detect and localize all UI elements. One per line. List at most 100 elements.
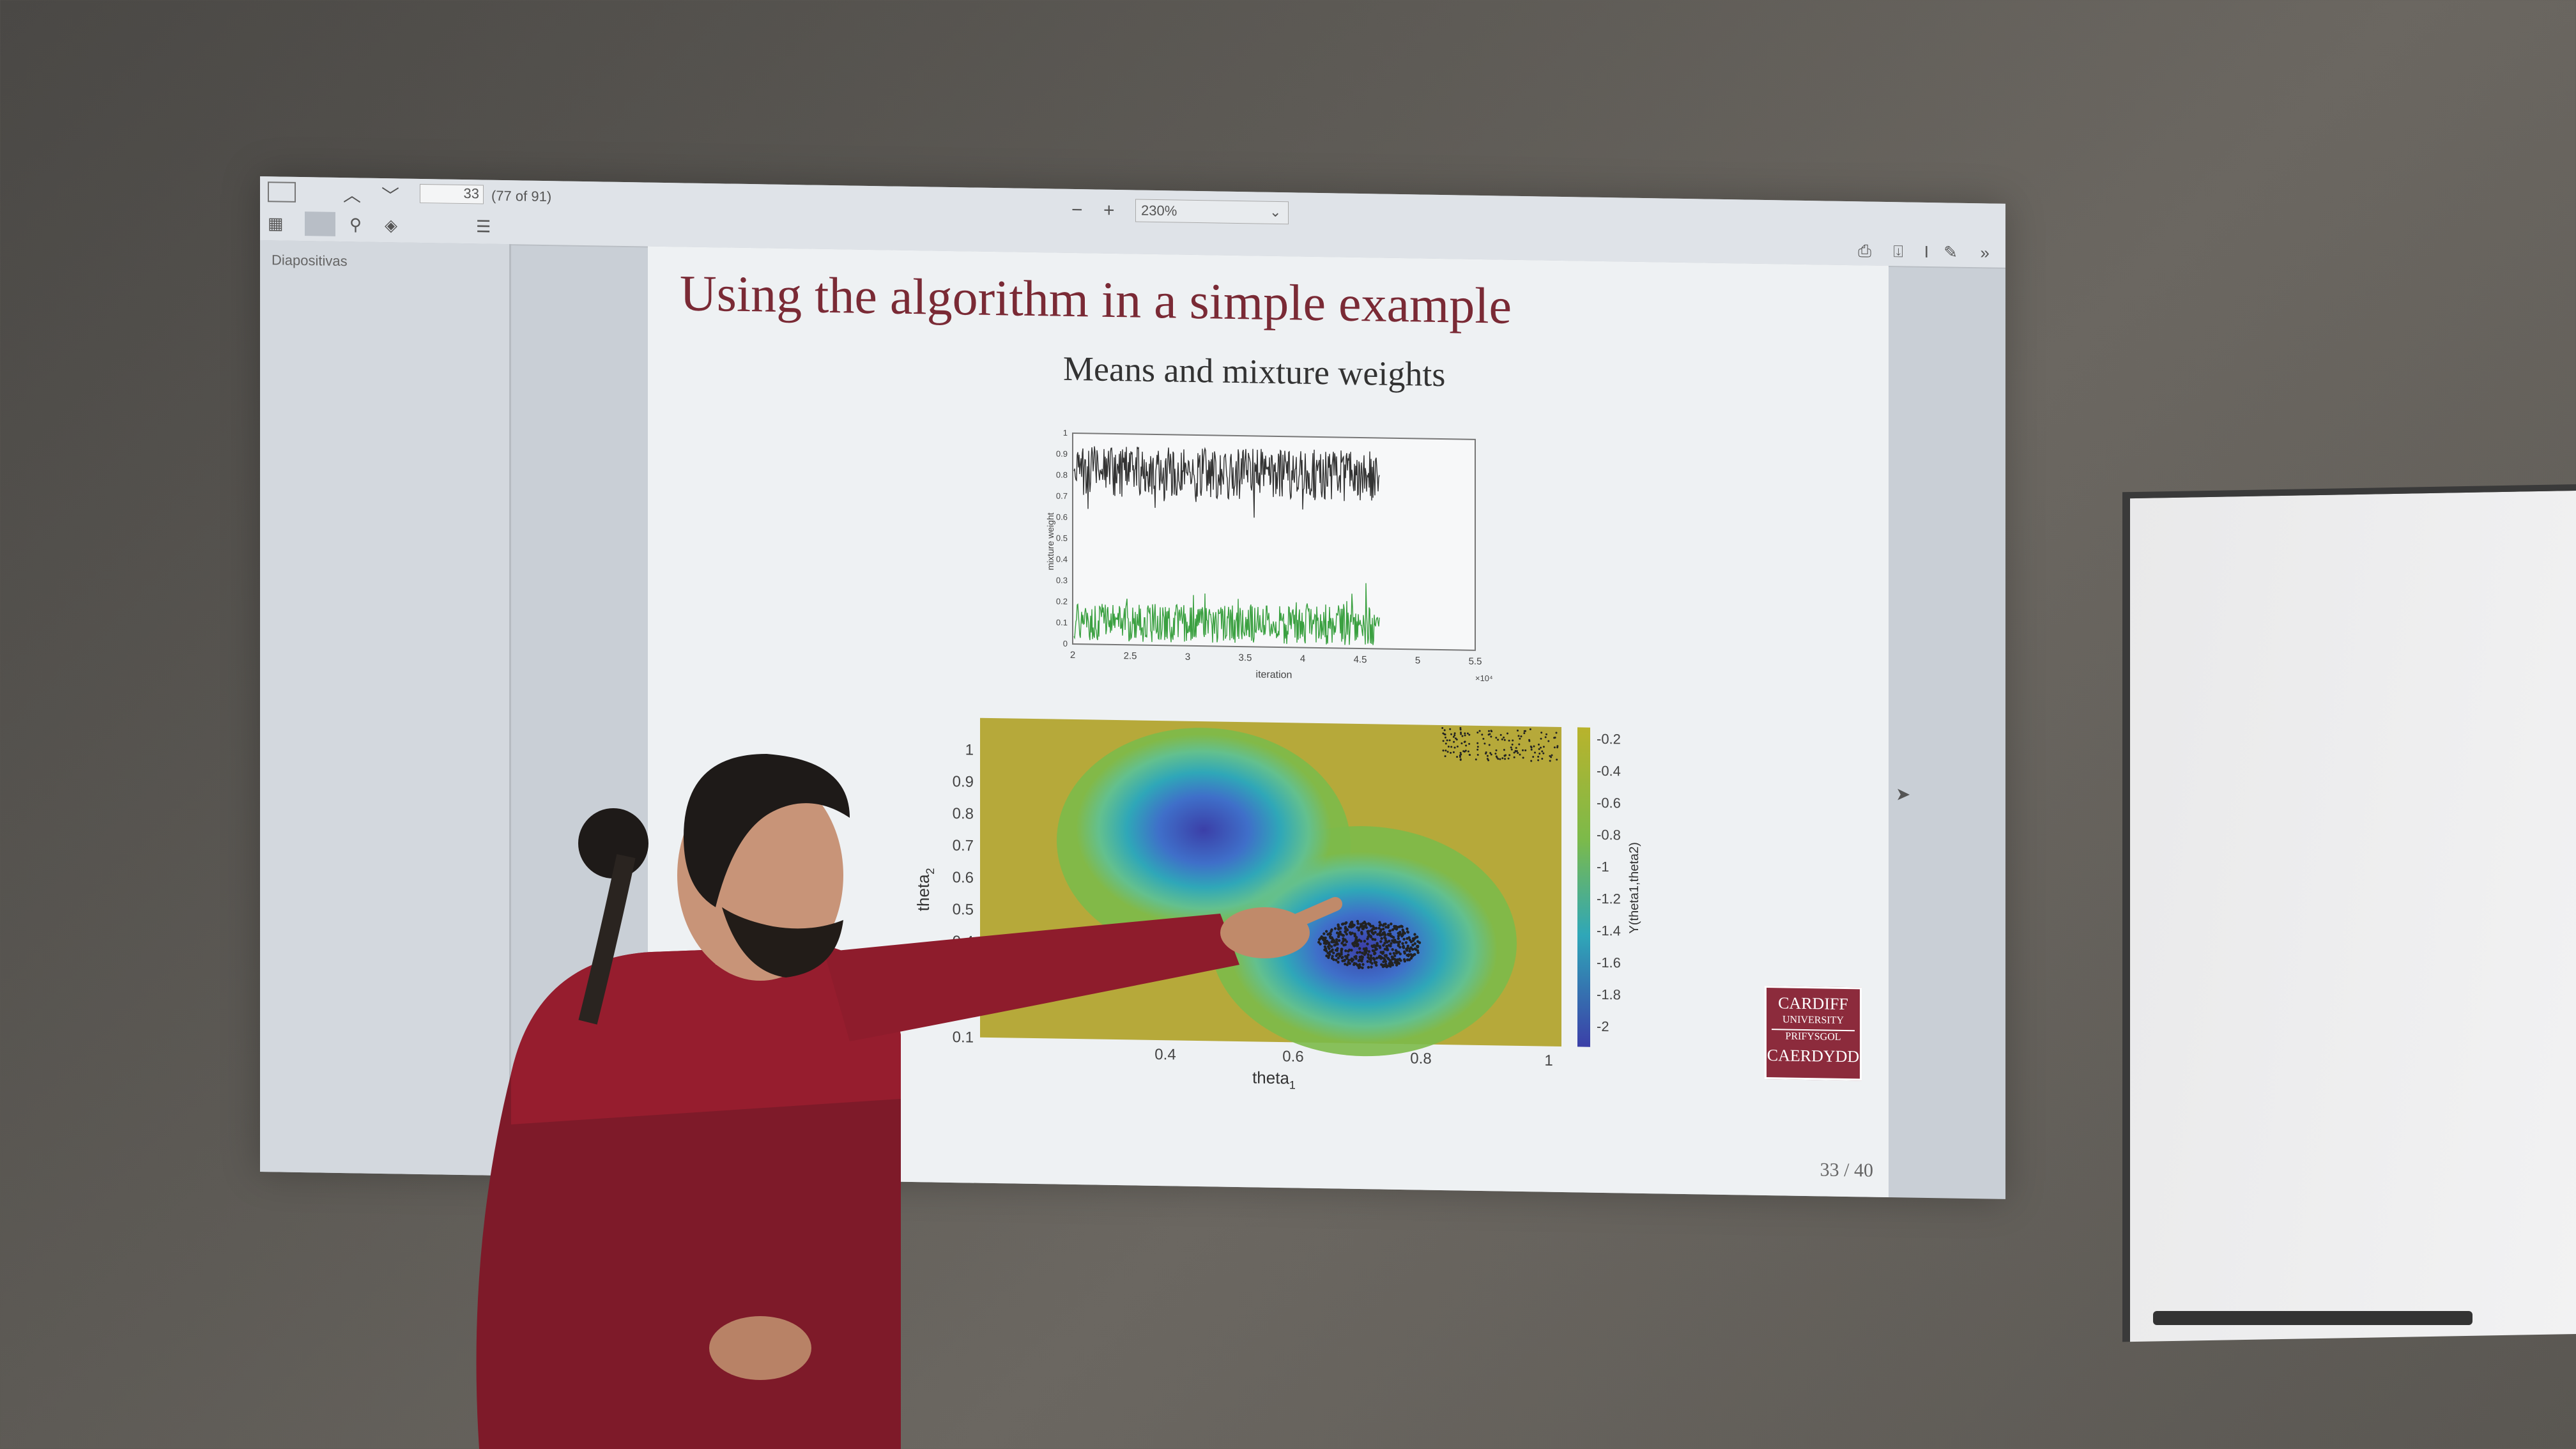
weight-trace-black bbox=[1073, 446, 1380, 518]
y-tick-label: 0.7 bbox=[953, 837, 974, 855]
colorbar-tick-label: -1.8 bbox=[1597, 986, 1621, 1003]
document-outline-icon[interactable]: ☰ bbox=[476, 217, 491, 236]
print-icon[interactable]: ⎙ bbox=[1858, 241, 1871, 261]
sample-point bbox=[1369, 958, 1372, 962]
pen-icon[interactable]: ✎ bbox=[1943, 242, 1958, 262]
sample-point bbox=[1330, 930, 1333, 933]
sample-point bbox=[1331, 937, 1334, 941]
y-tick-label: 0.1 bbox=[1056, 618, 1068, 627]
sample-point bbox=[1395, 951, 1399, 955]
layers-icon[interactable]: ◈ bbox=[385, 215, 397, 235]
sample-point bbox=[1319, 942, 1322, 946]
trace-line bbox=[1073, 583, 1380, 645]
trace-line bbox=[1073, 446, 1380, 518]
y-tick-label: 0.3 bbox=[1056, 576, 1068, 585]
sidebar-toggle-icon[interactable] bbox=[268, 181, 296, 203]
mouse-pointer-icon: ➤ bbox=[1896, 784, 1911, 804]
sample-point bbox=[1358, 955, 1361, 959]
sample-point bbox=[1481, 733, 1483, 736]
sample-point bbox=[1463, 740, 1466, 743]
sample-point bbox=[1503, 739, 1506, 741]
colorbar-tick-label: -1.6 bbox=[1597, 954, 1621, 971]
sample-point bbox=[1374, 931, 1377, 934]
sample-point bbox=[1360, 939, 1363, 943]
sample-point bbox=[1406, 927, 1409, 931]
x-tick-label: 3 bbox=[1185, 652, 1190, 663]
sample-point bbox=[1399, 959, 1402, 962]
more-tools-icon[interactable]: » bbox=[1980, 243, 1989, 263]
sample-point bbox=[1409, 946, 1413, 949]
sample-point bbox=[1411, 954, 1414, 958]
text-cursor-icon[interactable]: I bbox=[1924, 241, 1929, 262]
sample-point bbox=[1365, 949, 1368, 953]
sample-point bbox=[1537, 759, 1540, 762]
sample-point bbox=[1501, 757, 1504, 760]
sample-point bbox=[1551, 754, 1553, 756]
zoom-out-button[interactable]: − bbox=[1071, 199, 1083, 221]
sample-point bbox=[1382, 960, 1385, 963]
thumbnails-icon[interactable]: ▦ bbox=[268, 213, 284, 233]
sample-point bbox=[1542, 746, 1545, 748]
chevron-down-icon[interactable]: ﹀ bbox=[381, 185, 400, 206]
sample-point bbox=[1446, 751, 1449, 753]
x-tick-label: 2 bbox=[1070, 650, 1075, 661]
sample-point bbox=[1358, 926, 1361, 930]
chevron-up-icon[interactable]: ︿ bbox=[343, 185, 362, 206]
sample-point bbox=[1510, 746, 1512, 749]
sample-point bbox=[1388, 939, 1391, 943]
sample-point bbox=[1540, 737, 1542, 740]
sample-point bbox=[1453, 732, 1456, 735]
sample-point bbox=[1383, 923, 1386, 926]
sample-point bbox=[1397, 937, 1400, 940]
sample-point bbox=[1381, 951, 1384, 955]
sample-point bbox=[1545, 733, 1547, 735]
sample-point bbox=[1549, 760, 1551, 762]
sample-point bbox=[1455, 737, 1457, 740]
sample-point bbox=[1330, 945, 1333, 948]
sample-point bbox=[1476, 732, 1479, 734]
sample-point bbox=[1358, 947, 1361, 950]
sample-point bbox=[1378, 924, 1381, 927]
sample-point bbox=[1372, 958, 1376, 961]
sample-point bbox=[1508, 739, 1510, 742]
sample-point bbox=[1513, 751, 1515, 754]
page-number-input[interactable]: 33 bbox=[420, 183, 484, 204]
zoom-select[interactable]: 230% bbox=[1135, 199, 1289, 225]
sample-point bbox=[1411, 947, 1414, 951]
sample-point bbox=[1515, 747, 1517, 749]
sample-point bbox=[1459, 751, 1462, 754]
sample-point bbox=[1356, 944, 1360, 947]
presenter-hair-bun bbox=[578, 808, 648, 878]
sample-point bbox=[1547, 740, 1550, 742]
sample-point bbox=[1462, 750, 1465, 753]
sample-point bbox=[1538, 753, 1541, 755]
sample-point bbox=[1330, 956, 1334, 960]
sample-point bbox=[1344, 930, 1347, 933]
top-plot-ylabel: mixture weight bbox=[1045, 512, 1055, 571]
sample-point bbox=[1540, 732, 1543, 734]
zoom-in-button[interactable]: + bbox=[1103, 199, 1115, 222]
sample-point bbox=[1501, 738, 1503, 740]
x-tick-label: 3.5 bbox=[1239, 652, 1252, 663]
sample-point bbox=[1325, 954, 1328, 958]
sample-point bbox=[1405, 949, 1409, 952]
sample-point bbox=[1370, 962, 1374, 965]
sample-point bbox=[1529, 745, 1532, 747]
sample-point bbox=[1530, 748, 1533, 751]
sample-point bbox=[1488, 744, 1491, 746]
sample-point bbox=[1459, 728, 1462, 731]
sample-point bbox=[1347, 953, 1350, 956]
sample-point bbox=[1393, 939, 1396, 942]
sample-point bbox=[1444, 755, 1446, 758]
sample-point bbox=[1497, 758, 1499, 760]
attachment-icon[interactable]: ⚲ bbox=[349, 215, 362, 234]
sample-point bbox=[1538, 747, 1540, 750]
outline-view-icon[interactable] bbox=[305, 211, 335, 236]
sample-point bbox=[1391, 939, 1394, 942]
sample-point bbox=[1387, 944, 1391, 947]
sample-point bbox=[1416, 944, 1420, 948]
download-icon[interactable]: ⍗ bbox=[1893, 241, 1903, 261]
sample-point bbox=[1391, 928, 1395, 931]
sample-point bbox=[1476, 748, 1479, 751]
sample-point bbox=[1369, 935, 1372, 938]
